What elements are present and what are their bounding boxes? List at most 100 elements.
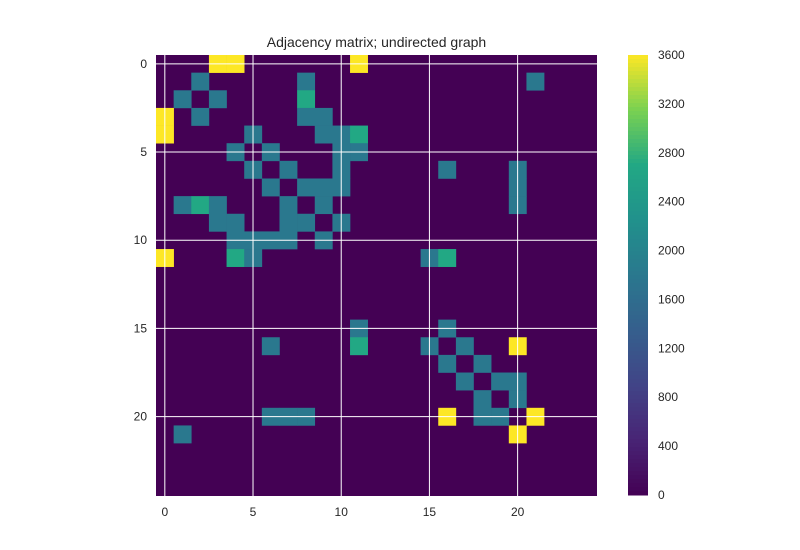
- heatmap-cell: [314, 107, 333, 126]
- colorbar-segment: [628, 287, 648, 292]
- colorbar-segment: [628, 391, 648, 396]
- colorbar-segment: [628, 359, 648, 364]
- colorbar-segment: [628, 419, 648, 424]
- heatmap-cell: [455, 337, 474, 356]
- colorbar-segment: [628, 175, 648, 180]
- colorbar-segment: [628, 263, 648, 268]
- y-tick-label: 20: [134, 410, 148, 424]
- colorbar-segment: [628, 111, 648, 116]
- colorbar-segment: [628, 291, 648, 296]
- colorbar-segment: [628, 311, 648, 316]
- heatmap-cell: [173, 425, 192, 444]
- heatmap-cell: [350, 337, 368, 356]
- colorbar-tick-label: 400: [658, 439, 678, 453]
- colorbar-segment: [628, 183, 648, 188]
- colorbar-segment: [628, 443, 648, 448]
- colorbar-segment: [628, 215, 648, 220]
- colorbar-segment: [628, 315, 648, 320]
- colorbar-segment: [628, 107, 648, 112]
- colorbar-segment: [628, 251, 648, 256]
- heatmap-cell: [314, 178, 333, 197]
- colorbar-segment: [628, 155, 648, 160]
- colorbar-segment: [628, 379, 648, 384]
- heatmap-cell: [438, 160, 457, 179]
- heatmap-cell: [279, 160, 298, 179]
- heatmap-cells: [156, 55, 597, 496]
- colorbar-segment: [628, 335, 648, 340]
- colorbar-segment: [628, 267, 648, 272]
- colorbar-segment: [628, 427, 648, 432]
- heatmap-cell: [226, 249, 245, 267]
- colorbar-segment: [628, 483, 648, 488]
- colorbar-segment: [628, 203, 648, 208]
- colorbar-segment: [628, 59, 648, 64]
- colorbar-segment: [628, 339, 648, 344]
- heatmap-cell: [297, 90, 316, 109]
- heatmap-cell: [191, 196, 210, 215]
- heatmap-cell: [350, 125, 368, 144]
- colorbar-segment: [628, 119, 648, 124]
- x-tick-label: 5: [250, 505, 257, 519]
- colorbar-tick-label: 2000: [658, 244, 685, 258]
- heatmap-cell: [455, 372, 474, 391]
- axis-tick-labels: 0 5 10 15 20 0 5 10 15 20: [134, 57, 525, 519]
- heatmap-cell: [191, 107, 210, 126]
- heatmap-cell: [314, 196, 333, 215]
- colorbar-segment: [628, 283, 648, 288]
- colorbar-segment: [628, 195, 648, 200]
- colorbar-segment: [628, 75, 648, 80]
- colorbar-segment: [628, 207, 648, 212]
- colorbar-segment: [628, 371, 648, 376]
- heatmap-cell: [438, 249, 457, 267]
- colorbar-segment: [628, 95, 648, 100]
- colorbar-segment: [628, 239, 648, 244]
- colorbar-segment: [628, 487, 648, 492]
- colorbar-segment: [628, 471, 648, 476]
- colorbar-tick-label: 2400: [658, 195, 685, 209]
- colorbar-tick-label: 2800: [658, 146, 685, 160]
- colorbar-segment: [628, 255, 648, 260]
- colorbar-tick-label: 1600: [658, 292, 685, 306]
- heatmap-cell: [226, 213, 245, 232]
- colorbar-segment: [628, 435, 648, 440]
- gridlines: [156, 55, 597, 496]
- x-tick-label: 10: [335, 505, 349, 519]
- colorbar-segment: [628, 135, 648, 140]
- heatmap-cell: [473, 354, 492, 373]
- colorbar-segment: [628, 131, 648, 136]
- colorbar-segment: [628, 127, 648, 132]
- colorbar-segment: [628, 235, 648, 240]
- chart-title: Adjacency matrix; undirected graph: [267, 34, 486, 50]
- colorbar-segment: [628, 55, 648, 60]
- colorbar-segment: [628, 167, 648, 172]
- y-tick-label: 5: [140, 145, 147, 159]
- heatmap-cell: [279, 213, 298, 232]
- heatmap-cell: [491, 372, 510, 391]
- colorbar-segment: [628, 143, 648, 148]
- colorbar-segment: [628, 67, 648, 72]
- heatmap-cell: [438, 354, 457, 373]
- colorbar-segment: [628, 247, 648, 252]
- heatmap-cell: [526, 72, 545, 91]
- colorbar-segment: [628, 451, 648, 456]
- colorbar-segment: [628, 243, 648, 248]
- heatmap-cell: [297, 178, 316, 197]
- heatmap-cell: [314, 125, 333, 144]
- colorbar-segment: [628, 123, 648, 128]
- colorbar-segment: [628, 331, 648, 336]
- colorbar-segment: [628, 351, 648, 356]
- colorbar-segment: [628, 355, 648, 360]
- colorbar-segment: [628, 411, 648, 416]
- colorbar-segment: [628, 147, 648, 152]
- colorbar-segment: [628, 463, 648, 468]
- colorbar-segment: [628, 303, 648, 308]
- colorbar-segment: [628, 343, 648, 348]
- colorbar-segment: [628, 399, 648, 404]
- heatmap-cell: [208, 196, 227, 215]
- colorbar-segment: [628, 199, 648, 204]
- colorbar-tick-label: 3600: [658, 48, 685, 62]
- colorbar-segment: [628, 275, 648, 280]
- colorbar-segment: [628, 179, 648, 184]
- colorbar-segment: [628, 103, 648, 108]
